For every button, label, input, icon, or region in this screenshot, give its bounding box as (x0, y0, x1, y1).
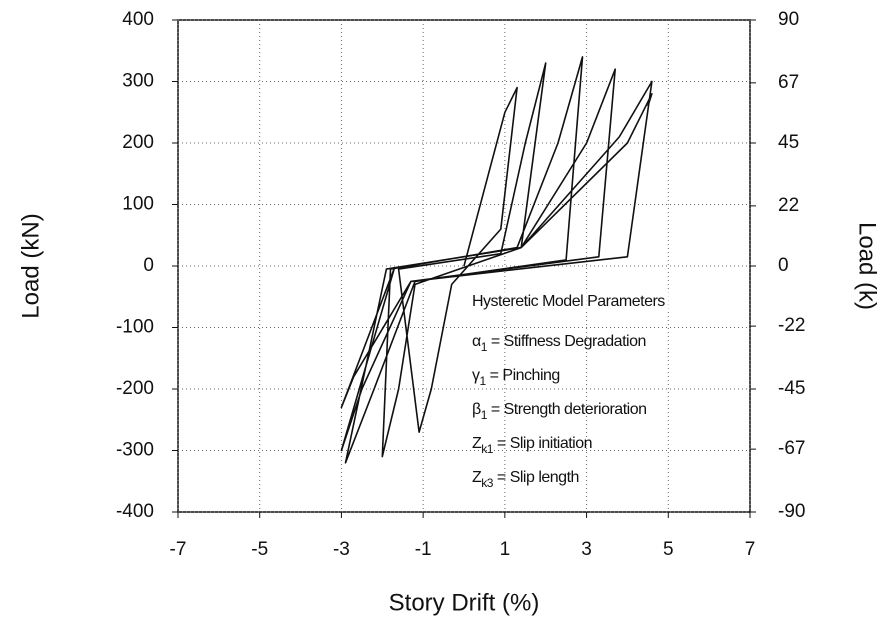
annotation-subscript: 1 (481, 340, 488, 354)
x-tick-label: -3 (333, 539, 350, 560)
x-tick-label: -7 (170, 539, 187, 560)
x-tick-label: 3 (581, 539, 592, 560)
annotation-subscript: 1 (480, 374, 487, 388)
x-tick-label: 7 (745, 539, 756, 560)
annotation-backdrop (470, 292, 746, 310)
annotation-symbol: α (472, 333, 481, 350)
annotation-symbol: Z (472, 469, 482, 486)
y-tick-label: -400 (116, 501, 154, 522)
annotation-text: = Slip initiation (493, 435, 592, 452)
annotation-symbol: γ (472, 367, 480, 384)
hysteresis-line (340, 56, 653, 464)
x-tick-label: -5 (251, 539, 268, 560)
x-tick-label: 1 (500, 539, 511, 560)
annotation-symbol: Z (472, 435, 482, 452)
y2-tick-label: -90 (778, 501, 805, 522)
x-tick-label: -1 (415, 539, 432, 560)
y-tick-label: 0 (143, 255, 154, 276)
y-tick-label: 100 (122, 194, 154, 215)
y2-tick-label: 45 (778, 132, 799, 153)
y2-tick-label: -22 (778, 315, 805, 336)
annotation-symbol: β (472, 401, 481, 418)
x-tick-label: 5 (663, 539, 674, 560)
annotation-title: Hysteretic Model Parameters (472, 293, 665, 310)
y2-tick-label: -45 (778, 378, 805, 399)
annotation-text: = Stiffness Degradation (487, 333, 646, 350)
y2-tick-label: 0 (778, 255, 789, 276)
y-tick-label: -300 (116, 440, 154, 461)
annotation-subscript: k3 (481, 476, 494, 490)
y2-axis-label: Load (k) (854, 222, 881, 310)
y-tick-label: -100 (116, 317, 154, 338)
y-tick-label: 400 (122, 9, 154, 30)
annotation-item: Zk3 = Slip length (472, 469, 579, 490)
annotation-subscript: 1 (481, 408, 488, 422)
annotation-text: = Slip length (493, 469, 579, 486)
annotation-item: Zk1 = Slip initiation (472, 435, 592, 456)
x-axis-label: Story Drift (%) (389, 589, 540, 616)
y2-tick-label: 22 (778, 195, 799, 216)
annotation-item: γ1 = Pinching (472, 367, 560, 388)
annotation-text: = Pinching (486, 367, 560, 384)
annotation-item: β1 = Strength deterioration (472, 401, 647, 422)
annotation-subscript: k1 (481, 442, 494, 456)
y-tick-label: 200 (122, 132, 154, 153)
annotation-text: = Strength deterioration (487, 401, 647, 418)
y-tick-label: 300 (122, 71, 154, 92)
y2-tick-label: 90 (778, 9, 799, 30)
y-tick-label: -200 (116, 378, 154, 399)
y2-tick-label: 67 (778, 72, 799, 93)
y2-tick-label: -67 (778, 438, 805, 459)
y-axis-label: Load (kN) (17, 213, 44, 318)
annotation-item: α1 = Stiffness Degradation (472, 333, 646, 354)
